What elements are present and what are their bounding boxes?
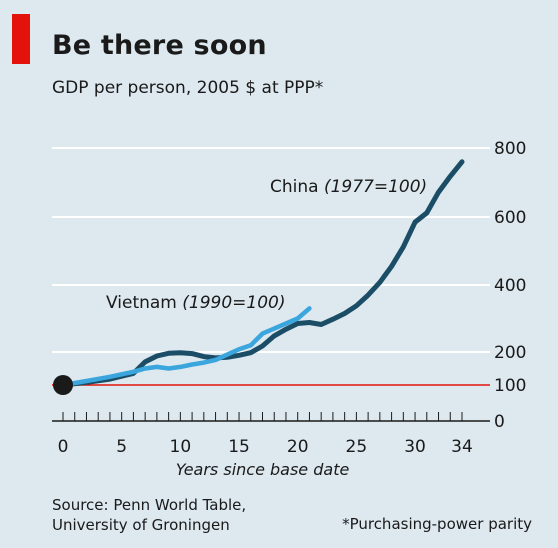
footnote: *Purchasing-power parity	[342, 515, 532, 533]
y-tick-label-0: 0	[494, 412, 505, 432]
start-point-dot	[53, 375, 73, 395]
series-lines	[53, 159, 465, 395]
source-note: Source: Penn World Table, University of …	[52, 495, 246, 535]
series-line-vietnam	[60, 306, 312, 388]
y-tick-label-400: 400	[494, 276, 526, 296]
x-tick-label-5: 5	[116, 437, 127, 457]
x-tick-label-34: 34	[451, 437, 473, 457]
y-axis-tick-labels: 0 100 200 400 600 800	[494, 139, 526, 432]
chart-subtitle: GDP per person, 2005 $ at PPP*	[52, 78, 324, 98]
y-tick-label-100: 100	[494, 376, 526, 396]
series-label-vietnam: Vietnam (1990=100)	[106, 293, 286, 313]
source-line-1: Source: Penn World Table,	[52, 496, 247, 514]
series-labels: China (1977=100) Vietnam (1990=100)	[106, 177, 427, 313]
series-line-china	[60, 159, 465, 388]
x-tick-label-25: 25	[346, 437, 368, 457]
red-brand-tag	[12, 14, 30, 64]
x-axis-title: Years since base date	[176, 460, 350, 479]
source-line-2: University of Groningen	[52, 516, 230, 534]
x-tick-label-20: 20	[287, 437, 309, 457]
y-tick-label-200: 200	[494, 343, 526, 363]
x-tick-label-30: 30	[404, 437, 426, 457]
x-tick-label-15: 15	[228, 437, 250, 457]
chart-title: Be there soon	[52, 30, 267, 61]
x-axis: 0 5 10 15 20 25 30 34 Years since base date	[58, 412, 473, 479]
x-tick-label-0: 0	[58, 437, 69, 457]
gridlines	[52, 147, 490, 422]
y-tick-label-800: 800	[494, 139, 526, 159]
y-tick-label-600: 600	[494, 208, 526, 228]
series-label-china: China (1977=100)	[270, 177, 427, 197]
x-tick-label-10: 10	[170, 437, 192, 457]
